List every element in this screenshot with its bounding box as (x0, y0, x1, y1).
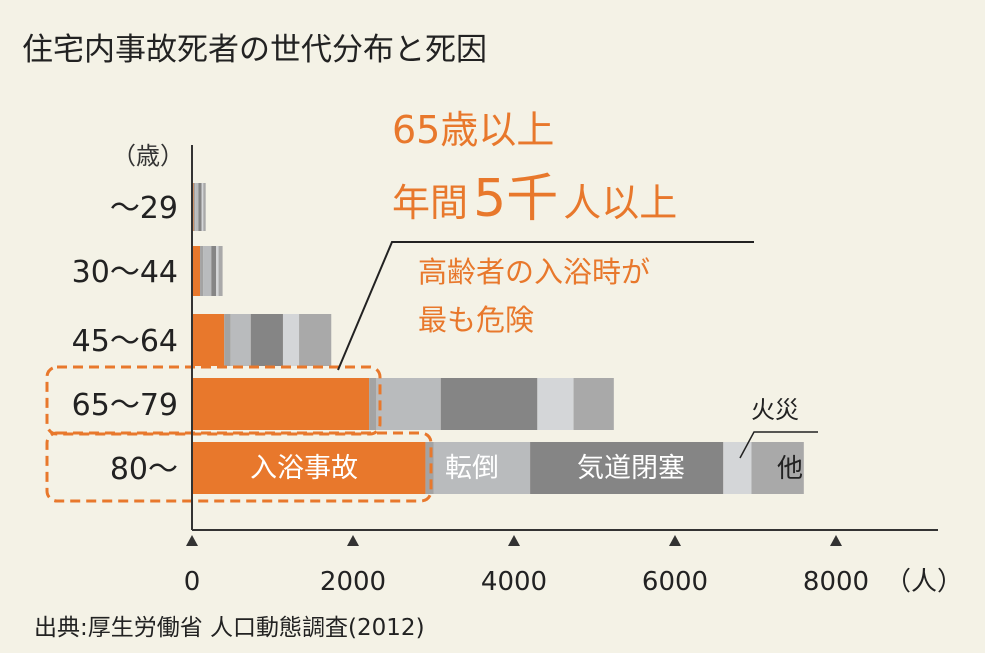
headline-line2: 年間 5千 人以上 (392, 169, 677, 229)
fire-label: 火災 (751, 396, 799, 424)
callout-line (337, 241, 754, 371)
bar-segment (224, 314, 231, 366)
bar-segment (200, 246, 204, 296)
category-labels: ～29 30～44 45～64 65～79 80～ (72, 191, 178, 487)
bar-segment (537, 378, 574, 430)
bars (192, 183, 804, 494)
x-tick-label: 2000 (320, 567, 386, 597)
bar-segment (250, 314, 283, 366)
bar-segment (723, 442, 752, 494)
x-tick-marker (508, 535, 520, 546)
highlight-box-80 (45, 431, 433, 503)
bar-segment (282, 314, 300, 366)
bar-segment (203, 246, 212, 296)
y-unit-label: （歳） (112, 142, 184, 170)
x-tick-marker (830, 535, 842, 546)
category-label: 30～44 (72, 255, 178, 290)
bar-segment (230, 314, 251, 366)
bar-segment (433, 442, 531, 494)
category-label: 80～ (110, 452, 178, 487)
chart-title: 住宅内事故死者の世代分布と死因 (22, 32, 487, 68)
note-line2: 最も危険 (418, 303, 534, 337)
highlight-box-65-79 (45, 365, 382, 436)
bar-segment (216, 246, 219, 296)
x-tick-marker (186, 535, 198, 546)
bar-segment (369, 378, 377, 430)
bar-segment (201, 183, 204, 231)
label-bath: 入浴事故 (250, 453, 358, 484)
x-tick-label: 8000 (803, 567, 869, 597)
bar-segment (218, 246, 223, 296)
x-axis-ticks: 0 2000 4000 6000 8000 (184, 535, 869, 597)
headline-part-b: 5千 (473, 169, 558, 229)
x-tick-marker (669, 535, 681, 546)
bar-segment (192, 314, 225, 366)
label-other: 他 (777, 454, 803, 484)
bar-segment (195, 183, 199, 231)
bar-segment (198, 183, 202, 231)
in-bar-labels: 入浴事故 転倒 気道閉塞 他 (250, 453, 803, 484)
label-airway: 気道閉塞 (577, 453, 685, 484)
x-unit-label: （人） (885, 567, 963, 597)
bar-segment (425, 442, 434, 494)
x-tick-label: 6000 (642, 567, 708, 597)
note-line1: 高齢者の入浴時が (418, 255, 650, 289)
source-note: 出典:厚生労働省 人口動態調査(2012) (34, 615, 425, 641)
x-tick-marker (347, 535, 359, 546)
bar-segment (203, 183, 206, 231)
bar-segment (193, 183, 196, 231)
headline-line1: 65歳以上 (392, 108, 554, 152)
bar-segment (192, 246, 201, 296)
bar-segment (751, 442, 804, 494)
headline-part-a: 年間 (392, 181, 468, 225)
bar-segment (530, 442, 724, 494)
headline-part-c: 人以上 (563, 181, 677, 225)
label-fall: 転倒 (445, 453, 499, 484)
fire-leader-line (739, 431, 818, 459)
bar-segment (573, 378, 614, 430)
category-label: 45～64 (72, 324, 178, 359)
bar-segment (192, 378, 370, 430)
bar-segment (299, 314, 332, 366)
bar-segment (376, 378, 441, 430)
bar-segment (211, 246, 217, 296)
x-tick-label: 0 (184, 567, 201, 597)
category-label: ～29 (110, 191, 178, 226)
bar-segment (440, 378, 538, 430)
x-tick-label: 4000 (481, 567, 547, 597)
bar-segment (192, 442, 426, 494)
category-label: 65～79 (72, 388, 178, 423)
